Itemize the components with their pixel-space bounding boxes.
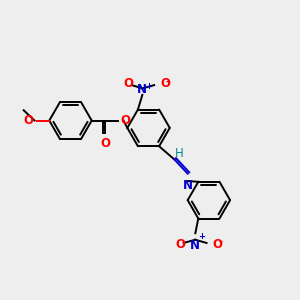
Text: O: O [175,238,185,251]
Text: N: N [190,238,200,251]
Text: O: O [121,114,130,127]
Text: N: N [137,83,147,96]
Text: O: O [212,238,222,251]
Text: N: N [183,179,193,192]
Text: -: - [166,76,170,86]
Text: -: - [218,237,222,247]
Text: O: O [160,77,170,90]
Text: +: + [145,82,152,91]
Text: O: O [100,137,110,150]
Text: O: O [123,77,133,90]
Text: O: O [23,114,33,127]
Text: H: H [176,146,184,160]
Text: +: + [198,232,205,241]
